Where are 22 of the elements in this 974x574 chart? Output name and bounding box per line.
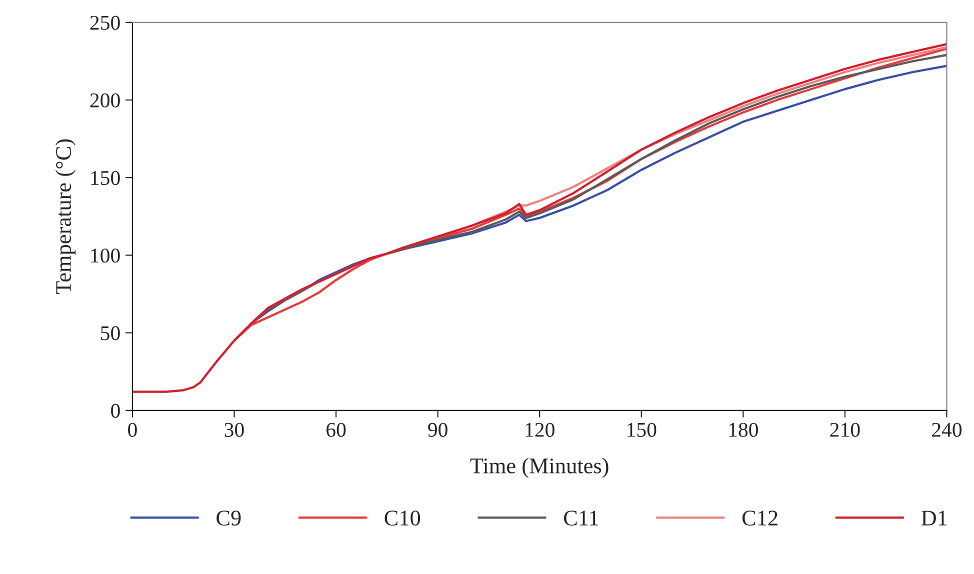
y-tick-label: 50 xyxy=(101,326,120,340)
legend-label: C12 xyxy=(742,510,778,526)
legend-label: C10 xyxy=(384,510,420,526)
y-tick-label: 200 xyxy=(90,93,120,108)
legend-label: D1 xyxy=(921,510,947,526)
x-tick-label: 120 xyxy=(526,422,554,437)
y-tick-label: 150 xyxy=(91,170,120,186)
y-tick-label: 0 xyxy=(111,404,120,418)
y-axis-title: Temperature (°C) xyxy=(55,139,76,294)
x-axis-title: Time (Minutes) xyxy=(470,458,608,478)
y-tick-label: 250 xyxy=(90,16,120,30)
y-tick-label: 100 xyxy=(91,248,120,263)
x-tick-label: 30 xyxy=(224,422,244,437)
x-tick-label: 240 xyxy=(932,422,962,437)
x-tick-label: 90 xyxy=(428,422,448,437)
x-tick-label: 60 xyxy=(326,422,346,437)
x-tick-label: 180 xyxy=(729,422,758,437)
legend-label: C11 xyxy=(564,510,598,526)
x-tick-label: 150 xyxy=(628,422,656,437)
legend-label: C9 xyxy=(216,510,241,526)
x-tick-label: 210 xyxy=(830,422,860,437)
x-tick-label: 0 xyxy=(128,422,137,437)
